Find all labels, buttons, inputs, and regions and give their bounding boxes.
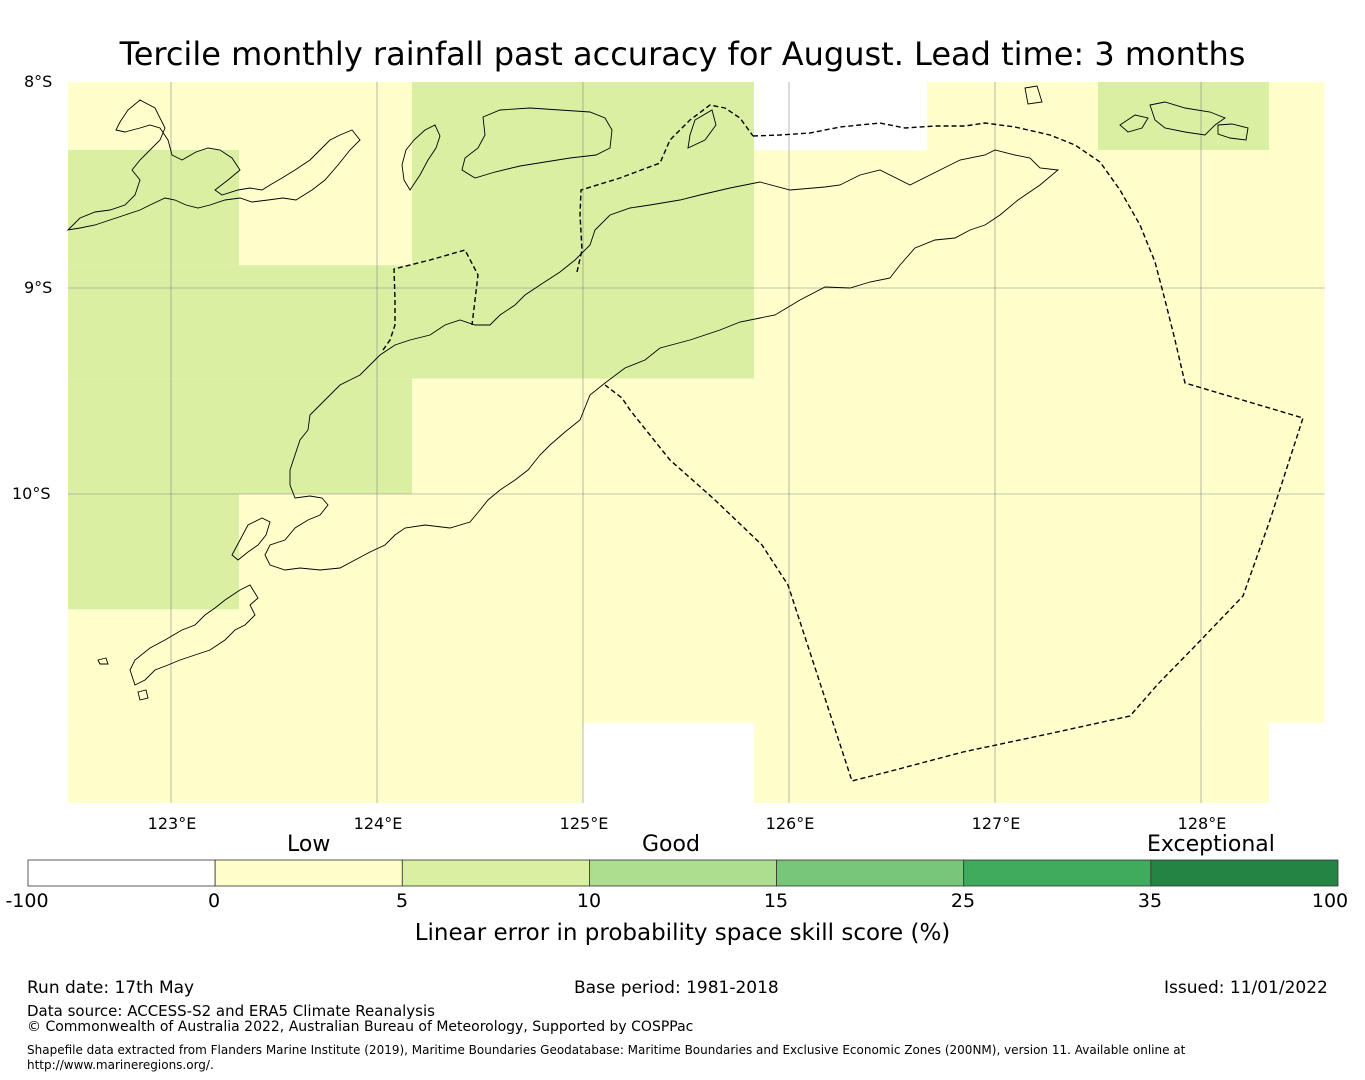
eez-boundary-west <box>382 249 479 351</box>
lon-label-126e: 126°E <box>765 814 815 833</box>
colorbar-tick: 0 <box>207 890 221 912</box>
colorbar-segment <box>401 859 590 887</box>
lat-label-8s: 8°S <box>24 72 53 91</box>
colorbar-word-low: Low <box>287 832 331 857</box>
colorbar-tick: 100 <box>1311 890 1349 912</box>
skill-cell-good <box>1098 82 1269 150</box>
colorbar-segment <box>214 859 403 887</box>
skill-cell-good <box>68 494 239 610</box>
skill-cell-low <box>68 722 583 803</box>
colorbar-label: Linear error in probability space skill … <box>414 920 951 946</box>
eez-boundary-north <box>604 122 1304 782</box>
colorbar-tick: 25 <box>950 890 976 912</box>
romang-coast <box>1024 85 1043 105</box>
map-title: Tercile monthly rainfall past accuracy f… <box>119 35 1246 73</box>
flores-coast <box>66 99 361 231</box>
colorbar-tick: -100 <box>5 890 49 912</box>
skill-cell-good <box>68 149 239 266</box>
colorbar-tick: 15 <box>763 890 789 912</box>
colorbar-word-exceptional: Exceptional <box>1147 832 1275 857</box>
colorbar-tick: 10 <box>576 890 602 912</box>
colorbar-segment <box>776 859 965 887</box>
wetar-coast <box>1149 101 1226 136</box>
raijua-coast <box>137 689 149 701</box>
lat-label-9s: 9°S <box>24 278 53 297</box>
lon-label-125e: 125°E <box>559 814 609 833</box>
issued-date: Issued: 11/01/2022 <box>1164 978 1328 998</box>
run-date: Run date: 17th May <box>27 978 195 998</box>
skill-cell-low <box>927 82 1098 150</box>
skill-cells <box>68 82 1325 803</box>
alor-coast <box>461 107 613 179</box>
skill-cell-low <box>412 378 1325 494</box>
skill-cell-low <box>753 722 1269 803</box>
data-source: Data source: ACCESS-S2 and ERA5 Climate … <box>27 1002 435 1020</box>
coastlines <box>66 85 1249 701</box>
colorbar-segment <box>963 859 1152 887</box>
colorbar-word-good: Good <box>642 832 700 857</box>
lat-label-10s: 10°S <box>12 484 51 503</box>
colorbar <box>27 859 1339 887</box>
lon-label-124e: 124°E <box>353 814 403 833</box>
skill-cell-low <box>238 149 413 266</box>
colorbar-segment <box>589 859 777 887</box>
ndao-coast <box>97 657 109 665</box>
colorbar-tick: 5 <box>395 890 409 912</box>
colorbar-segment <box>27 859 216 887</box>
copyright: © Commonwealth of Australia 2022, Austra… <box>27 1019 694 1035</box>
skill-cell-low <box>238 494 1325 610</box>
skill-cell-good <box>68 265 413 379</box>
sawu-coast <box>231 517 271 561</box>
rote-coast <box>129 584 259 686</box>
shapefile-credit: Shapefile data extracted from Flanders M… <box>27 1043 1186 1072</box>
base-period: Base period: 1981-2018 <box>574 978 779 998</box>
lon-label-128e: 128°E <box>1177 814 1227 833</box>
timor-coast <box>264 149 1060 571</box>
lon-label-127e: 127°E <box>971 814 1021 833</box>
skill-cell-low <box>753 149 1325 379</box>
pantar-coast <box>401 124 441 191</box>
skill-cell-low <box>1268 82 1325 150</box>
colorbar-tick: 35 <box>1137 890 1163 912</box>
leti-coast <box>1217 123 1249 141</box>
skill-cell-low <box>68 82 413 150</box>
colorbar-segment <box>1150 859 1339 887</box>
lon-label-123e: 123°E <box>147 814 197 833</box>
eez-boundaries <box>382 104 1304 782</box>
kisar-coast <box>1119 114 1149 133</box>
skill-cell-low <box>68 609 1325 723</box>
skill-cell-good <box>68 378 413 494</box>
atauro-coast <box>687 109 717 149</box>
graticule <box>68 82 1325 803</box>
eez-boundary-alor <box>576 104 754 273</box>
